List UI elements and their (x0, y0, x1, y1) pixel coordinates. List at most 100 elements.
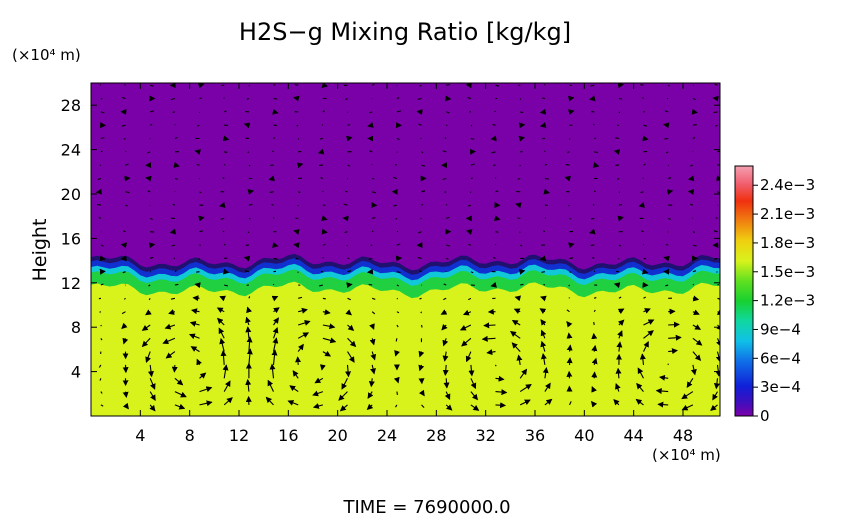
velocity-arrow (692, 337, 703, 346)
velocity-arrow (100, 150, 103, 153)
velocity-arrow (196, 124, 200, 127)
velocity-arrow (272, 241, 279, 248)
velocity-arrow (297, 332, 310, 339)
velocity-arrow (347, 324, 355, 331)
x-tick-label: 32 (475, 426, 495, 445)
velocity-arrow (716, 309, 720, 315)
velocity-arrow (312, 390, 324, 397)
velocity-arrow (511, 342, 521, 352)
velocity-arrow (248, 203, 253, 206)
velocity-arrow (346, 244, 348, 247)
velocity-arrow (190, 346, 200, 353)
velocity-arrow (544, 217, 547, 219)
velocity-arrow (617, 178, 620, 180)
velocity-arrow (591, 357, 598, 366)
velocity-arrow (371, 311, 376, 315)
velocity-arrow (268, 175, 275, 182)
velocity-arrow (394, 163, 398, 166)
velocity-arrow (122, 96, 126, 100)
velocity-arrow (321, 83, 329, 88)
velocity-arrow (513, 308, 521, 315)
velocity-arrow (692, 244, 697, 247)
velocity-arrow (590, 84, 595, 87)
velocity-arrow (347, 124, 351, 126)
velocity-arrow (444, 391, 451, 401)
velocity-arrow (618, 203, 623, 206)
velocity-arrow (470, 391, 479, 401)
velocity-arrow (223, 110, 227, 113)
colorbar-tick-label: 0 (760, 407, 770, 425)
velocity-arrow (668, 334, 682, 341)
velocity-arrow (717, 297, 720, 300)
velocity-arrow (567, 151, 570, 153)
velocity-arrow (494, 110, 496, 113)
velocity-arrow (148, 297, 151, 301)
velocity-arrow (593, 123, 595, 126)
velocity-arrow (273, 307, 280, 314)
velocity-arrow (668, 321, 680, 328)
velocity-arrow (322, 350, 332, 357)
velocity-arrow (665, 284, 669, 287)
velocity-arrow (568, 109, 575, 115)
velocity-arrow (97, 177, 102, 181)
velocity-arrow (269, 363, 276, 379)
velocity-arrow (518, 135, 526, 142)
y-axis-ticks: 4 8 12 16 20 24 28 (61, 96, 720, 382)
velocity-arrow (219, 202, 226, 208)
velocity-arrow (396, 137, 400, 141)
velocity-arrow (347, 164, 351, 167)
velocity-arrow (641, 230, 644, 233)
velocity-arrow (712, 391, 718, 401)
velocity-arrow (421, 203, 424, 206)
velocity-arrow (691, 108, 698, 115)
velocity-arrow (320, 177, 324, 180)
velocity-arrow (490, 281, 497, 288)
velocity-arrow (197, 257, 200, 260)
velocity-arrow (418, 350, 425, 358)
velocity-arrow (569, 138, 571, 140)
velocity-arrow (369, 338, 376, 346)
velocity-arrow (617, 308, 625, 315)
velocity-arrow (568, 95, 575, 102)
velocity-arrow (100, 244, 104, 247)
velocity-arrow (481, 335, 496, 342)
velocity-arrow (519, 399, 531, 406)
velocity-arrow (141, 324, 151, 331)
x-tick-label: 48 (673, 426, 693, 445)
y-tick-label: 24 (61, 141, 81, 160)
velocity-arrow (244, 270, 250, 273)
y-unit-label: (×10⁴ m) (12, 46, 81, 64)
velocity-arrow (465, 229, 473, 235)
velocity-arrow (396, 324, 399, 328)
velocity-arrow (443, 378, 450, 389)
velocity-arrow (511, 319, 521, 326)
velocity-arrow (216, 307, 225, 314)
velocity-arrow (591, 385, 597, 393)
velocity-arrow (322, 337, 337, 344)
velocity-arrow (174, 283, 179, 286)
velocity-arrow (692, 309, 700, 316)
velocity-arrow (99, 378, 102, 381)
velocity-arrow (446, 216, 450, 219)
velocity-arrow (469, 191, 472, 193)
velocity-arrow (692, 351, 702, 361)
velocity-arrow (419, 84, 422, 87)
velocity-arrow (246, 97, 250, 100)
velocity-arrow (220, 217, 225, 220)
velocity-arrow (615, 137, 620, 140)
velocity-arrow (665, 243, 669, 246)
velocity-arrow (641, 268, 649, 275)
velocity-arrow (396, 297, 399, 300)
velocity-arrow (468, 297, 472, 301)
velocity-arrow (465, 351, 472, 363)
x-tick-label: 20 (327, 426, 347, 445)
velocity-arrow (162, 337, 176, 345)
velocity-arrow (150, 123, 153, 126)
velocity-arrow (170, 97, 176, 101)
velocity-arrow (172, 111, 176, 113)
velocity-arrow (594, 151, 598, 154)
velocity-arrow (192, 295, 200, 302)
velocity-arrow (643, 319, 655, 326)
velocity-arrow (638, 202, 645, 208)
velocity-arrow (347, 297, 351, 301)
